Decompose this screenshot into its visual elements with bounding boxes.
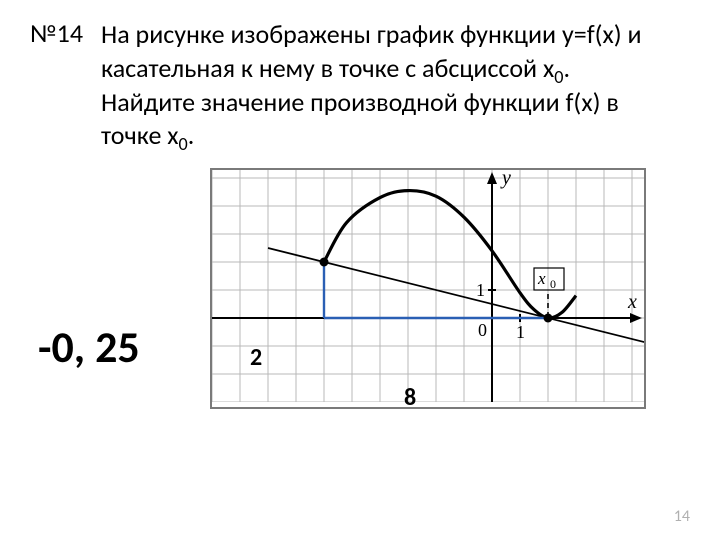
- svg-text:1: 1: [476, 280, 485, 300]
- problem-text: На рисунке изображены график функции y=f…: [101, 18, 642, 153]
- problem-line1: На рисунке изображены график функции y=f…: [101, 18, 642, 50]
- problem-line4-sub: 0: [179, 134, 188, 156]
- problem-line4-end: .: [188, 119, 195, 151]
- slide-number: 14: [674, 507, 690, 526]
- run-label: 8: [404, 383, 416, 412]
- rise-label: 2: [250, 343, 262, 372]
- problem-line3: Найдите значение производной функции f(x…: [101, 86, 619, 118]
- svg-text:y: y: [500, 170, 511, 189]
- svg-text:0: 0: [550, 277, 556, 291]
- chart-border: yx011x0: [210, 168, 646, 409]
- svg-text:x: x: [537, 269, 546, 288]
- svg-text:0: 0: [478, 320, 487, 340]
- answer-value: -0, 25: [38, 320, 140, 374]
- problem-line4: точке x: [101, 119, 179, 151]
- problem-line2-end: .: [563, 52, 570, 84]
- problem-line2: касательная к нему в точке с абсциссой x: [101, 52, 554, 84]
- chart-container: yx011x0 2 8: [210, 168, 646, 409]
- problem-number: №14: [30, 18, 83, 49]
- svg-text:1: 1: [516, 322, 525, 342]
- svg-text:x: x: [627, 291, 637, 313]
- function-chart: yx011x0: [212, 170, 644, 402]
